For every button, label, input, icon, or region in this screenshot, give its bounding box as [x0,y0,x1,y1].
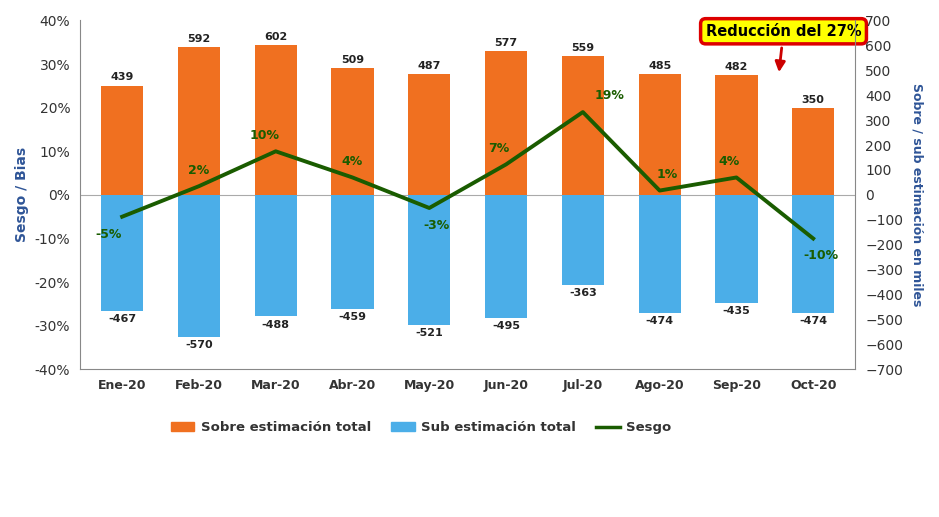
Text: -495: -495 [492,321,520,331]
Bar [254,195,297,316]
Bar [331,68,374,195]
Y-axis label: Sobre / sub estimación en miles: Sobre / sub estimación en miles [911,83,924,307]
Text: 2%: 2% [189,163,209,177]
Text: -3%: -3% [423,219,450,232]
Y-axis label: Sesgo / Bias: Sesgo / Bias [15,147,29,242]
Bar [101,195,144,311]
Bar [562,56,604,195]
Text: -10%: -10% [804,249,839,263]
Text: -488: -488 [262,320,290,329]
Text: Reducción del 27%: Reducción del 27% [706,24,861,69]
Bar [485,195,527,318]
Bar [101,85,144,195]
Text: 509: 509 [341,55,364,65]
Bar [716,195,758,303]
Bar [793,195,835,313]
Bar [177,48,220,195]
Bar [562,195,604,285]
Bar [793,108,835,195]
Text: 487: 487 [418,60,441,70]
Bar [331,195,374,309]
Text: 439: 439 [111,72,134,83]
Bar [485,51,527,195]
Text: 577: 577 [495,38,517,48]
Text: -474: -474 [646,316,673,326]
Text: -363: -363 [569,288,596,298]
Text: -5%: -5% [96,227,122,240]
Bar [408,73,451,195]
Bar [716,75,758,195]
Text: -474: -474 [799,316,827,326]
Text: 592: 592 [187,34,210,44]
Bar [639,74,681,195]
Text: 1%: 1% [656,168,678,181]
Bar [408,195,451,325]
Text: -521: -521 [415,328,443,338]
Text: 10%: 10% [249,129,279,142]
Text: -435: -435 [722,307,750,316]
Bar [254,45,297,195]
Text: 4%: 4% [718,155,739,168]
Text: -459: -459 [338,312,366,322]
Text: 482: 482 [725,62,748,72]
Text: 350: 350 [802,95,824,104]
Text: 602: 602 [264,32,287,42]
Text: -570: -570 [185,340,213,350]
Text: 7%: 7% [487,142,509,155]
Text: 559: 559 [571,42,594,53]
Text: 19%: 19% [594,89,624,102]
Text: 485: 485 [648,61,671,71]
Text: 4%: 4% [342,155,363,168]
Bar [177,195,220,337]
Text: -467: -467 [108,314,136,324]
Bar [639,195,681,313]
Legend: Sobre estimación total, Sub estimación total, Sesgo: Sobre estimación total, Sub estimación t… [165,416,677,439]
